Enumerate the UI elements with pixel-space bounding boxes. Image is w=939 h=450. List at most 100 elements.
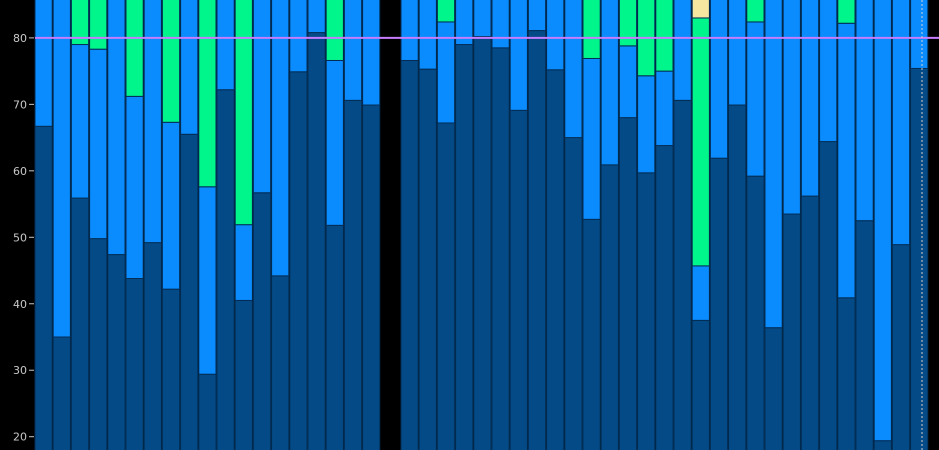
bar-middle-segment [728,0,747,106]
bar-base-segment [709,157,729,450]
bar-upper-segment [691,17,710,267]
bar-middle-segment [161,121,181,290]
bar-base-segment [289,71,308,450]
bar-base-segment [855,220,874,450]
bar-base-segment [161,288,181,450]
bar-base-segment [252,192,272,450]
bar-base-segment [582,218,601,450]
bar-middle-segment [655,70,674,147]
bar-base-segment [198,373,217,450]
bar-middle-segment [234,224,253,301]
bar-upper-segment [746,0,765,23]
bar-middle-segment [362,0,381,106]
bar-base-segment [691,319,710,450]
bar-middle-segment [819,0,838,143]
bar-base-segment [800,195,820,450]
bar-middle-segment [473,0,492,38]
bar-middle-segment [582,57,601,220]
bar-middle-segment [891,0,911,246]
bar-middle-segment [764,0,783,329]
bar-middle-segment [252,0,272,194]
bar-base-segment [180,133,199,450]
y-tick-label: 80 [13,32,27,45]
bar-middle-segment [910,0,929,69]
bar-base-segment [728,104,747,450]
y-tick-label: 60 [13,165,27,178]
bar-middle-segment [618,45,638,119]
bar-upper-segment [161,0,181,123]
bar-base-segment [418,68,437,450]
bar-middle-segment [216,0,235,91]
bar-base-segment [746,175,765,450]
bar-middle-segment [509,0,528,111]
bar-base-segment [307,32,326,450]
bar-middle-segment [198,186,217,375]
bar-upper-segment [125,0,144,97]
bar-middle-segment [143,0,162,244]
bar-base-segment [509,109,528,450]
bar-middle-segment [343,0,363,101]
bar-base-segment [325,224,344,450]
y-tick-label: 30 [13,364,27,377]
bar-base-segment [527,30,547,450]
bar-middle-segment [107,0,126,256]
bar-base-segment [343,99,363,450]
bar-middle-segment [455,0,474,46]
bar-base-segment [600,164,619,450]
y-tick-label: 40 [13,298,27,311]
bar-base-segment [637,172,656,450]
bar-base-segment [910,67,929,450]
bar-base-segment [143,242,162,450]
bar-middle-segment [70,44,90,199]
bar-middle-segment [800,0,820,197]
bar-middle-segment [673,0,692,101]
bar-base-segment [52,336,71,450]
bar-upper-segment [325,0,344,61]
bar-base-segment [764,327,783,450]
bar-base-segment [655,145,674,450]
bar-middle-segment [491,0,510,49]
bar-middle-segment [418,0,437,70]
bar-middle-segment [746,21,765,177]
bar-middle-segment [637,75,656,174]
bar-upper-segment [436,0,456,23]
bar-top-segment [691,0,710,19]
bar-area [34,0,929,450]
bar-upper-segment [89,0,108,50]
bar-base-segment [70,197,90,450]
bar-middle-segment [34,0,53,127]
bar-base-segment [618,117,638,450]
bar-middle-segment [52,0,71,338]
bar-base-segment [125,278,144,450]
bar-middle-segment [546,0,565,71]
bar-middle-segment [271,0,290,277]
bar-upper-segment [198,0,217,188]
bar-middle-segment [89,48,108,240]
bar-base-segment [891,244,911,450]
bar-middle-segment [600,0,619,166]
bar-upper-segment [582,0,601,59]
bar-middle-segment [837,22,856,299]
bar-base-segment [107,254,126,450]
bar-base-segment [436,122,456,450]
bar-middle-segment [691,265,710,321]
bar-base-segment [546,69,565,450]
bar-middle-segment [325,59,344,226]
bar-base-segment [564,137,583,450]
bar-middle-segment [564,0,583,139]
y-tick-label: 50 [13,231,27,244]
bar-base-segment [782,213,801,450]
y-tick-label: 20 [13,431,27,444]
bar-middle-segment [400,0,419,61]
bar-base-segment [216,89,235,450]
bar-middle-segment [307,0,326,34]
bar-middle-segment [180,0,199,135]
bar-base-segment [234,299,253,450]
bar-base-segment [491,47,510,450]
bar-middle-segment [709,0,729,159]
bar-middle-segment [782,0,801,215]
bar-middle-segment [527,0,547,32]
bar-base-segment [473,36,492,450]
bar-base-segment [819,141,838,450]
